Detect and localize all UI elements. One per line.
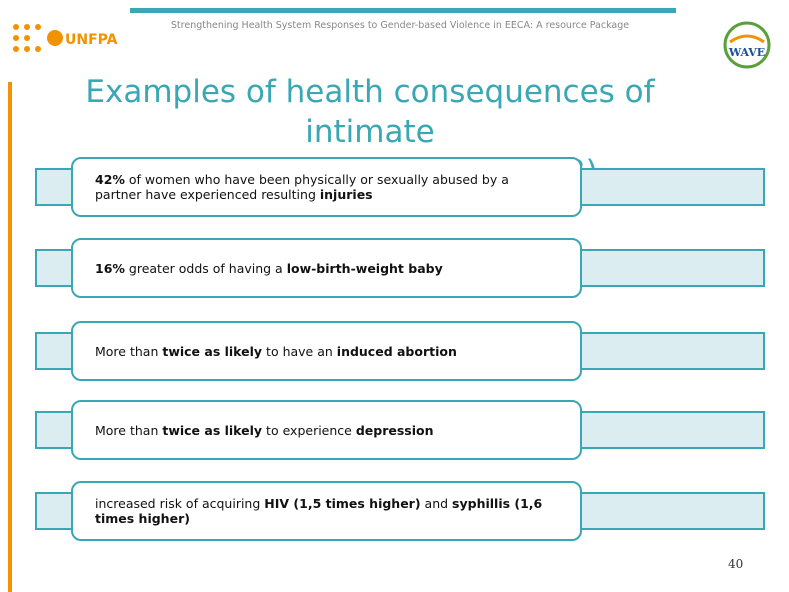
text-segment: More than xyxy=(95,343,163,359)
item-card: More than twice as likely to experience … xyxy=(71,400,582,460)
item-card: More than twice as likely to have an ind… xyxy=(71,321,582,381)
text-segment: to experience xyxy=(262,422,356,438)
item-text: 42% of women who have been physically or… xyxy=(95,172,558,202)
text-segment: greater odds of having a xyxy=(124,260,287,276)
item-card: 16% greater odds of having a low-birth-w… xyxy=(71,238,582,298)
title-line: Examples of health consequences of intim… xyxy=(85,74,655,150)
text-segment: increased risk of acquiring xyxy=(95,496,265,511)
text-segment: low-birth-weight baby xyxy=(286,260,443,276)
text-segment: injuries xyxy=(319,187,373,202)
text-segment: twice as likely xyxy=(162,422,263,438)
text-segment: induced abortion xyxy=(336,343,457,359)
text-segment: twice as likely xyxy=(162,343,263,359)
top-rule xyxy=(130,8,676,13)
wave-logo: WAVE xyxy=(722,20,772,70)
text-segment: HIV (1,5 times higher) xyxy=(264,496,421,511)
item-card: 42% of women who have been physically or… xyxy=(71,157,582,217)
side-rule xyxy=(8,82,12,592)
item-text: More than twice as likely to experience … xyxy=(95,423,434,438)
unfpa-logo: UNFPA xyxy=(0,0,130,70)
text-segment: More than xyxy=(95,422,163,438)
text-segment: of women who have been physically or sex… xyxy=(95,172,509,202)
header-text: Strengthening Health System Responses to… xyxy=(170,20,630,31)
text-segment: to have an xyxy=(262,343,337,359)
text-segment: 16% xyxy=(95,260,125,276)
text-segment: depression xyxy=(355,422,434,438)
item-text: More than twice as likely to have an ind… xyxy=(95,344,457,359)
wave-text: WAVE xyxy=(728,46,765,59)
unfpa-text: UNFPA xyxy=(65,32,118,48)
unfpa-mark: UNFPA xyxy=(13,24,118,52)
item-card: increased risk of acquiring HIV (1,5 tim… xyxy=(71,481,582,541)
wave-mark: WAVE xyxy=(723,21,771,69)
item-text: 16% greater odds of having a low-birth-w… xyxy=(95,261,443,276)
item-text: increased risk of acquiring HIV (1,5 tim… xyxy=(95,496,558,526)
text-segment: syphillis (1,6 times higher) xyxy=(95,496,543,526)
page-number: 40 xyxy=(728,557,744,571)
text-segment: and xyxy=(420,496,453,511)
text-segment: 42% xyxy=(95,172,125,187)
